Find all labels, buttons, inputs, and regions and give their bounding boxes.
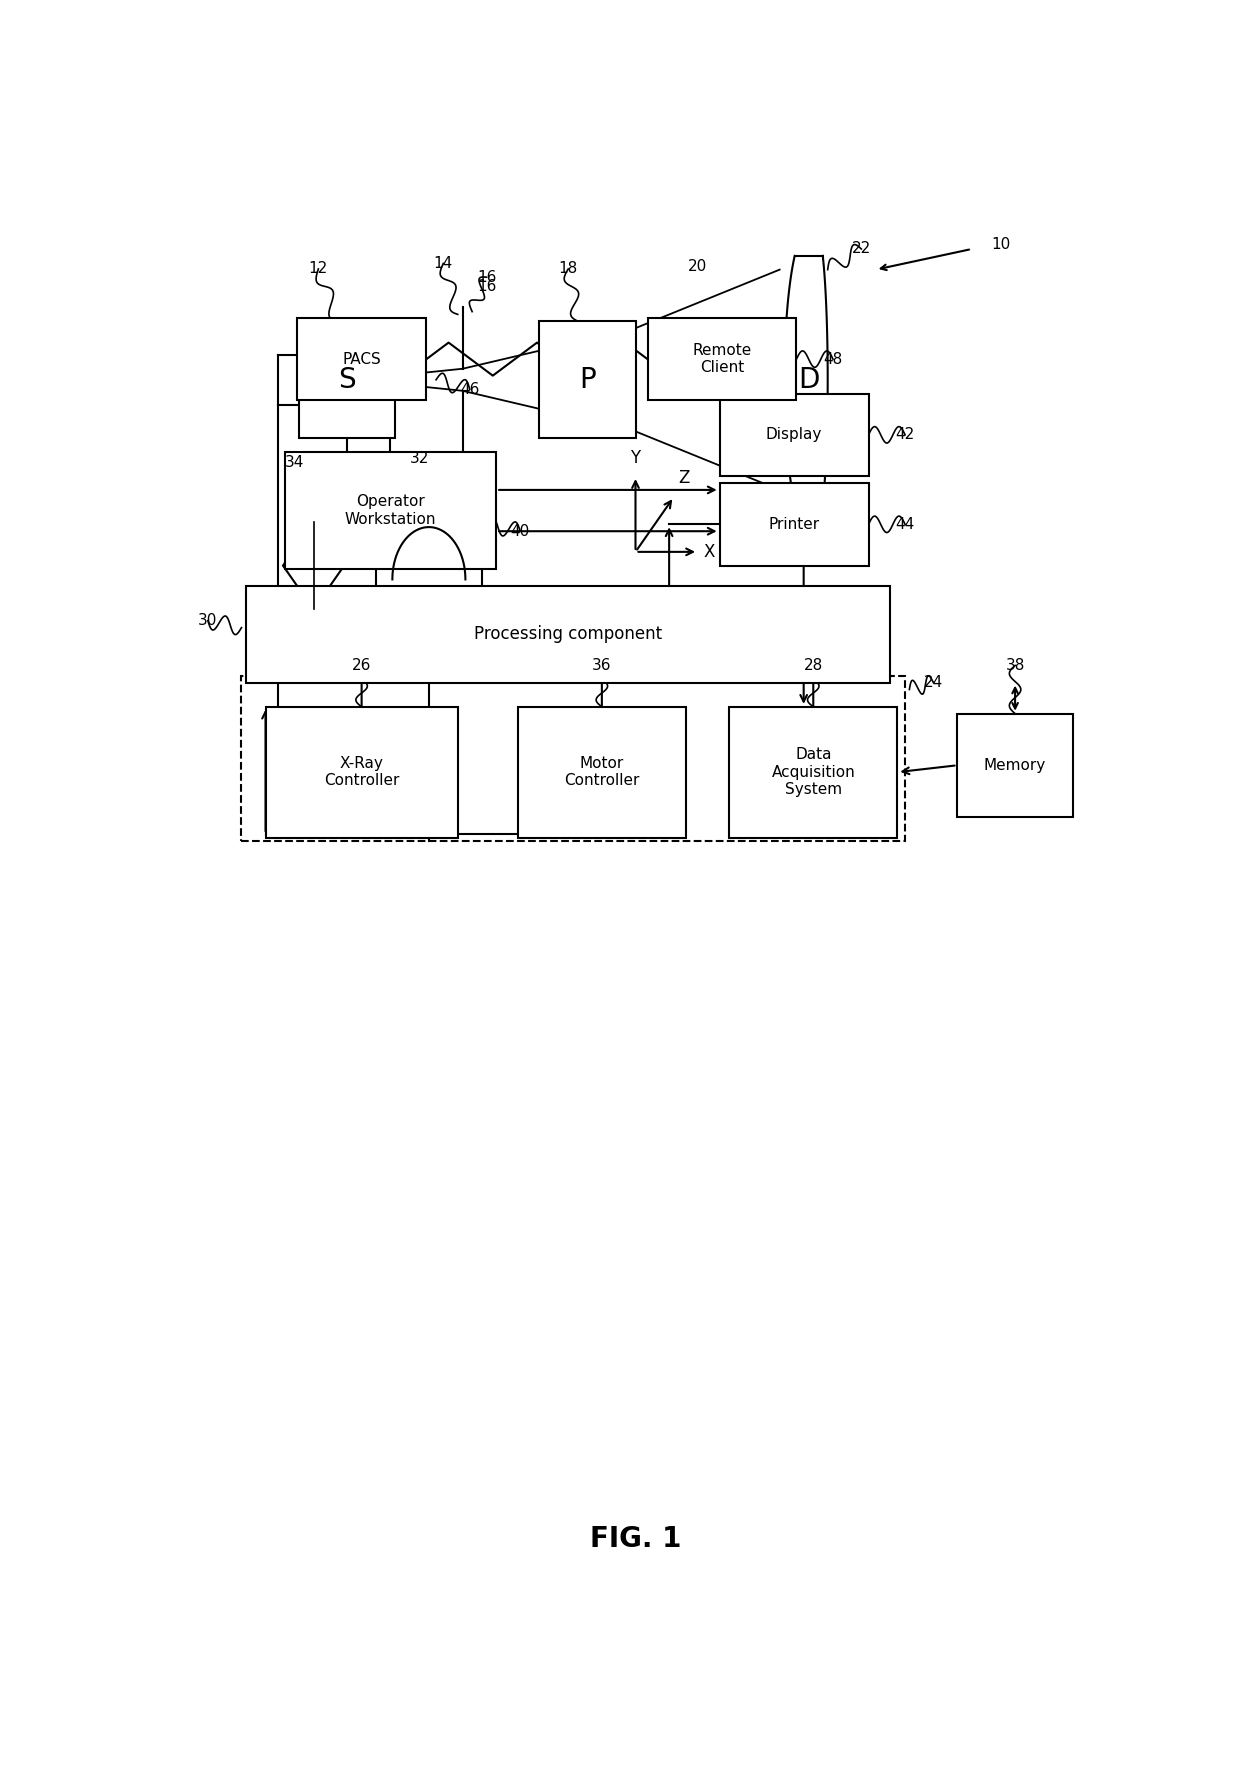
- FancyBboxPatch shape: [285, 452, 496, 569]
- Text: 26: 26: [352, 658, 371, 672]
- FancyBboxPatch shape: [957, 713, 1073, 817]
- FancyBboxPatch shape: [729, 706, 898, 837]
- FancyBboxPatch shape: [647, 318, 796, 401]
- FancyBboxPatch shape: [518, 706, 686, 837]
- FancyBboxPatch shape: [719, 393, 868, 476]
- Text: 30: 30: [198, 613, 217, 628]
- Text: 28: 28: [804, 658, 823, 672]
- FancyBboxPatch shape: [376, 508, 481, 624]
- Text: 34: 34: [285, 454, 304, 470]
- Text: 36: 36: [593, 658, 611, 672]
- Text: D: D: [797, 367, 820, 393]
- Text: 40: 40: [511, 524, 529, 538]
- FancyBboxPatch shape: [265, 706, 458, 837]
- Text: PACS: PACS: [342, 352, 381, 367]
- Text: X: X: [704, 544, 715, 561]
- Text: X-Ray
Controller: X-Ray Controller: [324, 756, 399, 789]
- FancyBboxPatch shape: [299, 322, 396, 438]
- Text: Y: Y: [630, 449, 641, 467]
- FancyBboxPatch shape: [719, 483, 868, 565]
- Text: Printer: Printer: [769, 517, 820, 531]
- Text: 44: 44: [895, 517, 915, 531]
- Text: 16: 16: [477, 279, 496, 295]
- Text: 10: 10: [991, 238, 1011, 252]
- Text: Memory: Memory: [985, 758, 1047, 772]
- Text: 24: 24: [924, 676, 944, 690]
- FancyBboxPatch shape: [296, 318, 427, 401]
- Text: S: S: [339, 367, 356, 393]
- Text: 46: 46: [460, 383, 480, 397]
- Text: Operator
Workstation: Operator Workstation: [345, 493, 436, 527]
- Text: 14: 14: [434, 256, 453, 272]
- Text: 48: 48: [823, 352, 843, 367]
- Text: 32: 32: [409, 451, 429, 467]
- Text: Display: Display: [766, 427, 822, 442]
- FancyBboxPatch shape: [539, 322, 635, 438]
- Text: P: P: [579, 367, 596, 393]
- Text: FIG. 1: FIG. 1: [590, 1525, 681, 1554]
- Text: 22: 22: [852, 241, 870, 256]
- Text: Remote
Client: Remote Client: [692, 343, 751, 375]
- Text: 12: 12: [309, 261, 329, 277]
- Text: 38: 38: [1006, 658, 1024, 672]
- Text: Data
Acquisition
System: Data Acquisition System: [771, 747, 856, 797]
- Text: 18: 18: [558, 261, 578, 277]
- Text: Motor
Controller: Motor Controller: [564, 756, 640, 789]
- Text: Processing component: Processing component: [474, 626, 662, 644]
- Text: 42: 42: [895, 427, 915, 442]
- FancyBboxPatch shape: [247, 586, 890, 683]
- Text: 20: 20: [688, 259, 708, 274]
- Text: 16: 16: [477, 270, 496, 284]
- Text: Z: Z: [678, 468, 691, 486]
